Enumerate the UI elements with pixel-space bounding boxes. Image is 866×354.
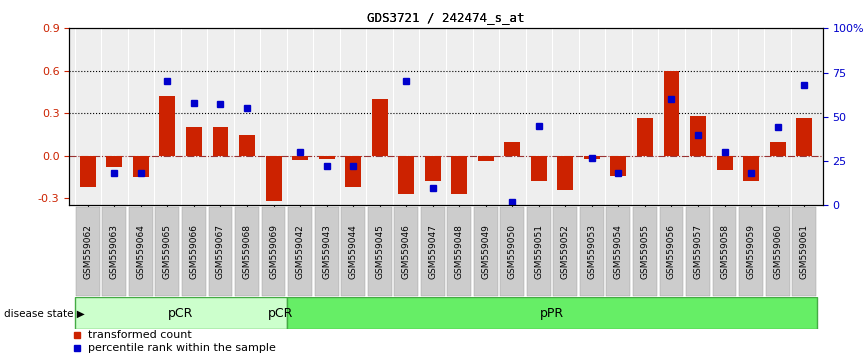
Text: GSM559059: GSM559059 — [746, 224, 755, 279]
FancyBboxPatch shape — [421, 207, 444, 296]
FancyBboxPatch shape — [792, 207, 816, 296]
Text: GSM559043: GSM559043 — [322, 224, 331, 279]
FancyBboxPatch shape — [288, 207, 312, 296]
FancyBboxPatch shape — [606, 207, 630, 296]
Text: GSM559060: GSM559060 — [773, 224, 782, 279]
Text: GSM559044: GSM559044 — [349, 224, 358, 279]
Text: transformed count: transformed count — [88, 330, 192, 341]
FancyBboxPatch shape — [394, 207, 418, 296]
Bar — [558, 156, 573, 190]
Text: GSM559054: GSM559054 — [614, 224, 623, 279]
FancyBboxPatch shape — [501, 207, 524, 296]
FancyBboxPatch shape — [182, 207, 206, 296]
Bar — [346, 156, 361, 187]
Text: GSM559046: GSM559046 — [402, 224, 410, 279]
Text: disease state ▶: disease state ▶ — [4, 308, 85, 318]
FancyBboxPatch shape — [740, 207, 763, 296]
Text: GSM559064: GSM559064 — [137, 224, 145, 279]
Text: GSM559051: GSM559051 — [534, 224, 543, 279]
Text: GSM559066: GSM559066 — [190, 224, 198, 279]
FancyBboxPatch shape — [660, 207, 683, 296]
Text: GSM559058: GSM559058 — [720, 224, 729, 279]
Bar — [186, 127, 202, 156]
Bar — [212, 127, 229, 156]
FancyBboxPatch shape — [209, 207, 232, 296]
Text: GSM559048: GSM559048 — [455, 224, 464, 279]
Bar — [770, 142, 785, 156]
FancyBboxPatch shape — [686, 207, 710, 296]
Bar — [690, 116, 706, 156]
Text: GDS3721 / 242474_s_at: GDS3721 / 242474_s_at — [367, 11, 525, 24]
Bar — [531, 156, 546, 181]
FancyBboxPatch shape — [766, 207, 790, 296]
Text: GSM559056: GSM559056 — [667, 224, 676, 279]
FancyBboxPatch shape — [156, 207, 179, 296]
FancyBboxPatch shape — [102, 207, 126, 296]
Bar — [159, 96, 176, 156]
Text: GSM559057: GSM559057 — [694, 224, 702, 279]
Text: GSM559049: GSM559049 — [481, 224, 490, 279]
Text: GSM559045: GSM559045 — [375, 224, 385, 279]
Bar — [80, 156, 96, 187]
Bar — [398, 156, 414, 194]
Text: pCR: pCR — [168, 307, 193, 320]
FancyBboxPatch shape — [262, 207, 286, 296]
FancyBboxPatch shape — [553, 207, 578, 296]
Text: GSM559042: GSM559042 — [295, 224, 305, 279]
Text: percentile rank within the sample: percentile rank within the sample — [88, 343, 276, 353]
Bar — [133, 156, 149, 177]
Text: GSM559069: GSM559069 — [269, 224, 278, 279]
FancyBboxPatch shape — [76, 207, 100, 296]
FancyBboxPatch shape — [129, 207, 152, 296]
Text: GSM559063: GSM559063 — [110, 224, 119, 279]
FancyBboxPatch shape — [474, 207, 498, 296]
FancyBboxPatch shape — [713, 207, 736, 296]
FancyBboxPatch shape — [287, 297, 818, 329]
Bar — [663, 71, 680, 156]
Bar — [796, 118, 812, 156]
Text: pPR: pPR — [540, 307, 564, 320]
Text: GSM559047: GSM559047 — [428, 224, 437, 279]
Text: pCR: pCR — [268, 307, 293, 320]
Text: GSM559067: GSM559067 — [216, 224, 225, 279]
FancyBboxPatch shape — [368, 207, 391, 296]
Text: GSM559053: GSM559053 — [587, 224, 597, 279]
FancyBboxPatch shape — [235, 207, 259, 296]
Bar — [266, 156, 281, 201]
Bar — [584, 156, 600, 159]
Text: GSM559062: GSM559062 — [83, 224, 93, 279]
FancyBboxPatch shape — [74, 297, 287, 329]
Bar — [637, 118, 653, 156]
Text: GSM559055: GSM559055 — [641, 224, 650, 279]
Bar — [504, 142, 520, 156]
Text: GSM559065: GSM559065 — [163, 224, 172, 279]
Bar — [292, 156, 308, 160]
Bar — [478, 156, 494, 161]
Text: GSM559061: GSM559061 — [799, 224, 809, 279]
FancyBboxPatch shape — [341, 207, 365, 296]
Bar — [451, 156, 468, 194]
FancyBboxPatch shape — [633, 207, 657, 296]
FancyBboxPatch shape — [314, 207, 339, 296]
Bar — [107, 156, 122, 167]
Bar — [319, 156, 334, 159]
Bar — [424, 156, 441, 181]
FancyBboxPatch shape — [527, 207, 551, 296]
Text: GSM559050: GSM559050 — [507, 224, 517, 279]
Text: GSM559052: GSM559052 — [561, 224, 570, 279]
Bar — [239, 135, 255, 156]
Bar — [372, 99, 388, 156]
Text: GSM559068: GSM559068 — [242, 224, 251, 279]
FancyBboxPatch shape — [448, 207, 471, 296]
Bar — [611, 156, 626, 176]
FancyBboxPatch shape — [580, 207, 604, 296]
Text: GDS3721 / 242474_s_at: GDS3721 / 242474_s_at — [367, 11, 525, 24]
Bar — [716, 156, 733, 170]
Bar — [743, 156, 759, 181]
